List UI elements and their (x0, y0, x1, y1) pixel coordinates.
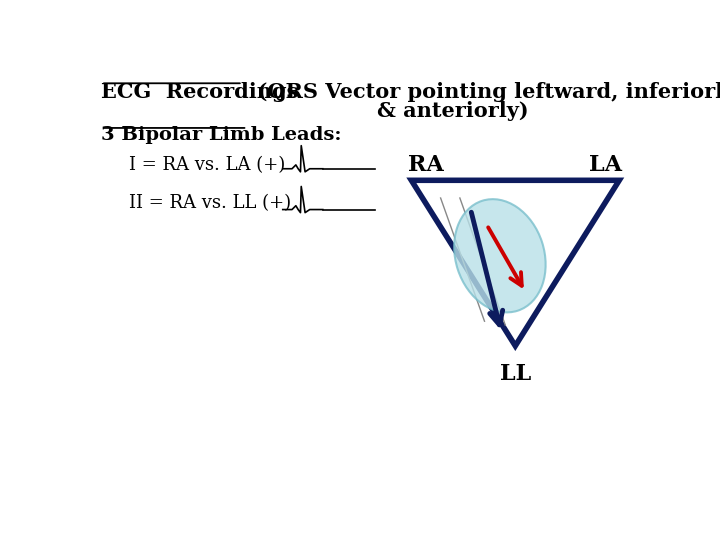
Text: ECG  Recordings: ECG Recordings (101, 82, 298, 102)
Text: RA: RA (408, 154, 444, 176)
Text: (QRS Vector pointing leftward, inferiorly: (QRS Vector pointing leftward, inferiorl… (243, 82, 720, 102)
Text: & anteriorly): & anteriorly) (377, 101, 528, 121)
Ellipse shape (454, 199, 546, 312)
Text: LA: LA (590, 154, 622, 176)
Text: II = RA vs. LL (+): II = RA vs. LL (+) (129, 194, 291, 212)
Text: LL: LL (500, 363, 531, 385)
Text: I = RA vs. LA (+): I = RA vs. LA (+) (129, 156, 285, 174)
Text: 3 Bipolar Limb Leads:: 3 Bipolar Limb Leads: (101, 126, 341, 144)
